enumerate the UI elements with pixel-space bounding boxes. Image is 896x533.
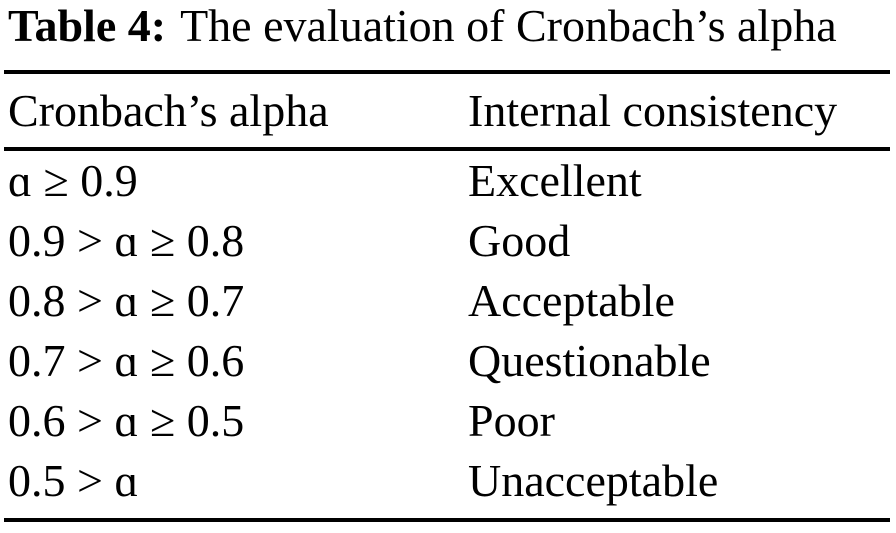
alpha-range-cell: 0.7 > ɑ ≥ 0.6 (8, 335, 245, 386)
table-row: 0.8 > ɑ ≥ 0.7 Acceptable (8, 271, 896, 331)
alpha-range-cell: ɑ ≥ 0.9 (8, 155, 138, 206)
alpha-range-cell: 0.8 > ɑ ≥ 0.7 (8, 275, 245, 326)
header-internal-consistency: Internal consistency (468, 85, 838, 136)
alpha-range-cell: 0.6 > ɑ ≥ 0.5 (8, 395, 245, 446)
table-row: 0.5 > ɑ Unacceptable (8, 451, 896, 511)
table-body: ɑ ≥ 0.9 Excellent 0.9 > ɑ ≥ 0.8 Good 0.8… (0, 151, 896, 511)
consistency-cell: Acceptable (468, 275, 675, 326)
consistency-cell: Excellent (468, 155, 642, 206)
table-row: 0.7 > ɑ ≥ 0.6 Questionable (8, 331, 896, 391)
consistency-cell: Good (468, 215, 571, 266)
table-header-row: Cronbach’s alpha Internal consistency (0, 74, 896, 147)
table-row: 0.9 > ɑ ≥ 0.8 Good (8, 211, 896, 271)
consistency-cell: Unacceptable (468, 455, 719, 506)
header-cronbachs-alpha: Cronbach’s alpha (8, 85, 329, 136)
table-caption-text: The evaluation of Cronbach’s alpha (180, 0, 837, 51)
alpha-range-cell: 0.5 > ɑ (8, 455, 139, 506)
table-bottom-rule (4, 518, 890, 522)
table-caption-label: Table 4: (8, 0, 167, 51)
table-top-rule (4, 70, 890, 74)
table-row: ɑ ≥ 0.9 Excellent (8, 151, 896, 211)
table-caption: Table 4: The evaluation of Cronbach’s alp… (0, 0, 896, 50)
table-header-rule (4, 147, 890, 151)
alpha-range-cell: 0.9 > ɑ ≥ 0.8 (8, 215, 245, 266)
consistency-cell: Poor (468, 395, 555, 446)
table-row: 0.6 > ɑ ≥ 0.5 Poor (8, 391, 896, 451)
consistency-cell: Questionable (468, 335, 711, 386)
